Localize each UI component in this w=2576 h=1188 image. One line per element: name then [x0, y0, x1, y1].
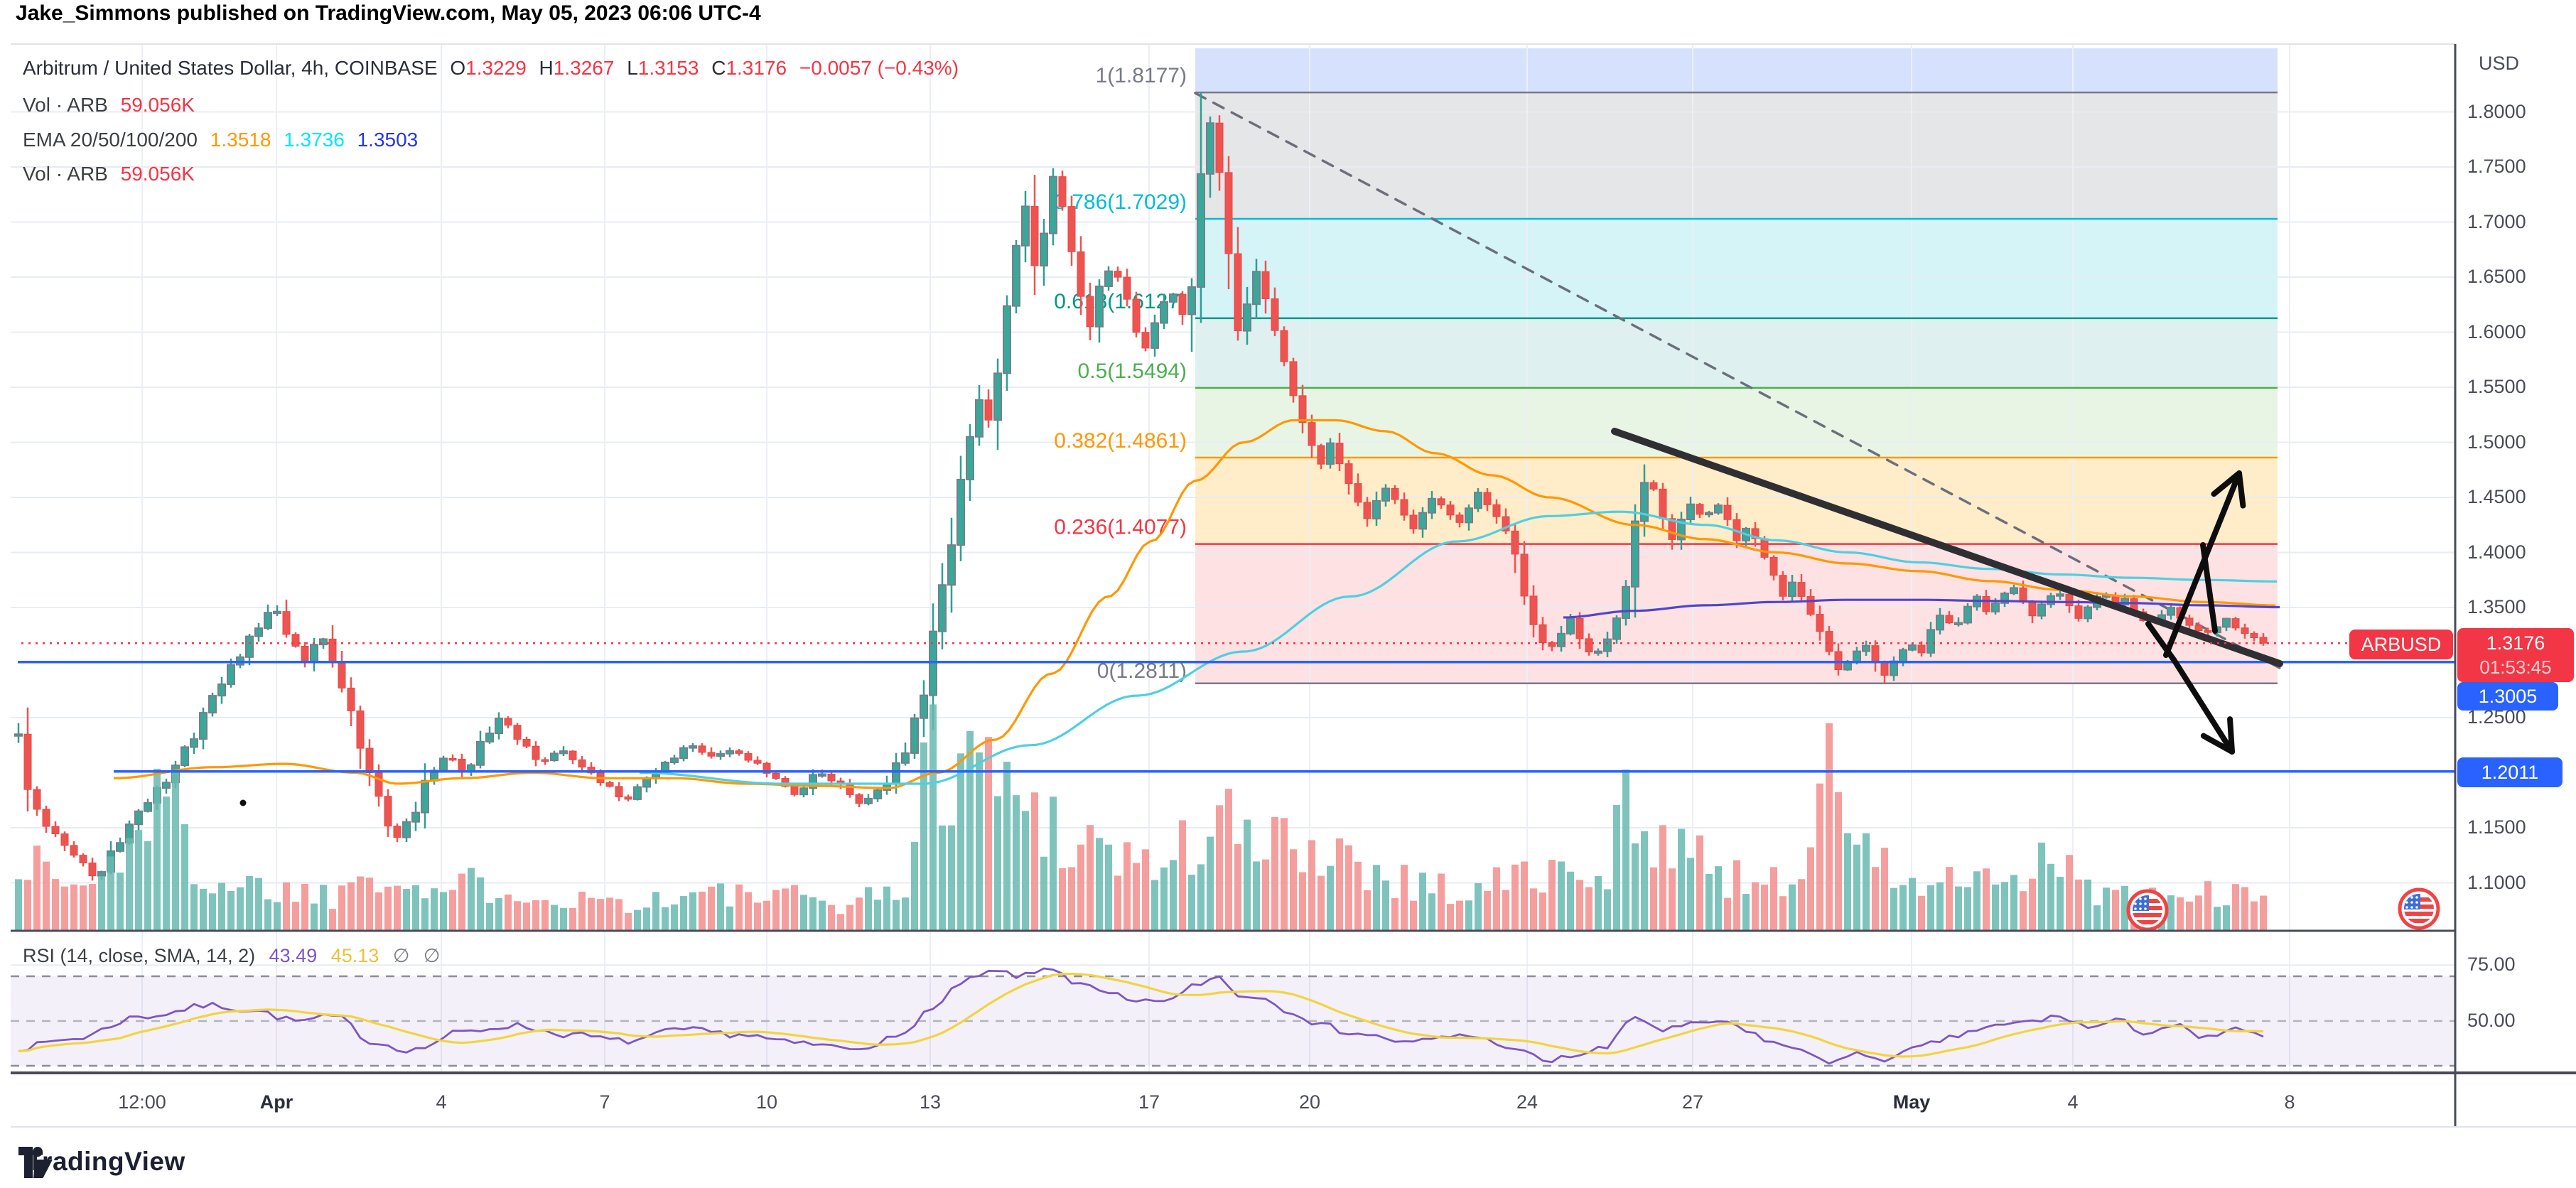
- fib-label-0.382: 0.382(1.4861): [1054, 429, 1187, 453]
- solid-trendline[interactable]: [1611, 428, 2283, 667]
- time-tick-7: 7: [599, 1091, 610, 1113]
- ray1-price: 1.3005: [2478, 685, 2538, 707]
- drawn-arrows[interactable]: [2145, 470, 2246, 755]
- symbol-tag-text: ARBUSD: [2361, 633, 2442, 655]
- fib-label-1: 1(1.8177): [1096, 64, 1187, 87]
- us-flag-icon: [2126, 889, 2169, 932]
- price-tick-1.4500: 1.4500: [2467, 486, 2526, 507]
- price-tick-1.7500: 1.7500: [2467, 156, 2526, 177]
- time-tick-20: 20: [1298, 1091, 1321, 1113]
- last-price-tag: 1.3176 01:53:45: [2457, 628, 2574, 682]
- price-tick-1.8000: 1.8000: [2467, 100, 2526, 122]
- publish-header-text: Jake_Simmons published on TradingView.co…: [16, 1, 761, 25]
- fib-level-lines: [1195, 91, 2278, 685]
- fib-zone-bands: [1195, 48, 2278, 684]
- candlestick-series: [14, 92, 2268, 881]
- open-value: 1.3229: [465, 57, 527, 79]
- price-tick-1.5500: 1.5500: [2467, 376, 2526, 397]
- ray-price-tag-1: 1.3005: [2457, 682, 2558, 711]
- us-flag-icon: [2398, 887, 2440, 930]
- horizontal-price-rays[interactable]: [18, 660, 2455, 773]
- price-axis-currency: USD: [2479, 53, 2520, 74]
- time-tick-17: 17: [1138, 1091, 1160, 1113]
- rsi-empty-slot-2: ∅: [423, 945, 441, 966]
- price-tick-1.5000: 1.5000: [2467, 431, 2526, 453]
- volume-label: Vol · ARB: [23, 94, 108, 116]
- time-tick-24: 24: [1516, 1091, 1538, 1113]
- fib-label-0.786: 0.786(1.7029): [1054, 190, 1187, 214]
- tradingview-watermark[interactable]: TradingView: [18, 1147, 185, 1178]
- publish-header: Jake_Simmons published on TradingView.co…: [16, 1, 761, 26]
- high-value: 1.3267: [553, 57, 615, 79]
- volume-bars: [15, 704, 2267, 930]
- rsi-empty-slot-1: ∅: [392, 945, 410, 966]
- bar-countdown: 01:53:45: [2479, 657, 2552, 678]
- price-tick-1.3500: 1.3500: [2467, 596, 2526, 617]
- rsi-tick-50: 50.00: [2467, 1010, 2516, 1031]
- symbol-price-tag: ARBUSD: [2349, 630, 2453, 659]
- ema-label: EMA 20/50/100/200: [23, 129, 198, 151]
- tradingview-logo-text: TradingView: [27, 1147, 185, 1176]
- ema20-value: 1.3518: [210, 129, 271, 151]
- price-tick-1.7000: 1.7000: [2467, 210, 2526, 232]
- chart-markers: [239, 799, 2440, 932]
- rsi-pane-graphics[interactable]: [11, 967, 2455, 1067]
- time-tick-May: May: [1892, 1091, 1931, 1113]
- ema-legend-row[interactable]: EMA 20/50/100/200 1.3518 1.3736 1.3503: [23, 129, 425, 151]
- symbol-title: Arbitrum / United States Dollar, 4h, COI…: [23, 57, 438, 79]
- price-tick-1.1000: 1.1000: [2467, 871, 2526, 893]
- open-label: O: [450, 57, 466, 79]
- time-tick-8: 8: [2284, 1091, 2295, 1113]
- rsi-tick-75: 75.00: [2467, 954, 2516, 976]
- pane-frame: [11, 43, 2576, 1128]
- time-tick-4: 4: [436, 1091, 447, 1113]
- rsi-legend-row[interactable]: RSI (14, close, SMA, 14, 2) 43.49 45.13 …: [23, 945, 448, 967]
- volume-legend-row-1[interactable]: Vol · ARB 59.056K: [23, 94, 202, 117]
- volume-label-2: Vol · ARB: [23, 163, 108, 185]
- tradingview-logo-icon: [18, 1147, 53, 1178]
- price-tick-1.4000: 1.4000: [2467, 541, 2526, 563]
- fib-level-labels: 1(1.8177)0.786(1.7029)0.618(1.6127)0.5(1…: [1054, 64, 1187, 683]
- time-tick-4: 4: [2067, 1091, 2079, 1113]
- time-tick-13: 13: [919, 1091, 942, 1113]
- volume-legend-row-2[interactable]: Vol · ARB 59.056K: [23, 163, 202, 185]
- close-label: C: [711, 57, 726, 79]
- price-tick-1.1500: 1.1500: [2467, 816, 2526, 838]
- ema50-value: 1.3736: [284, 129, 345, 151]
- fib-label-0.5: 0.5(1.5494): [1078, 360, 1187, 383]
- symbol-legend-row[interactable]: Arbitrum / United States Dollar, 4h, COI…: [23, 57, 966, 80]
- volume-value-2: 59.056K: [120, 163, 195, 185]
- rsi-label: RSI (14, close, SMA, 14, 2): [23, 945, 256, 966]
- volume-value: 59.056K: [120, 94, 195, 116]
- time-tick-12:00: 12:00: [118, 1091, 166, 1113]
- rsi-value: 43.49: [269, 945, 318, 966]
- price-tick-1.6000: 1.6000: [2467, 320, 2526, 342]
- rsi-sma-value: 45.13: [330, 945, 379, 966]
- fib-label-0.236: 0.236(1.4077): [1054, 516, 1187, 539]
- time-tick-27: 27: [1681, 1091, 1704, 1113]
- last-price-value: 1.3176: [2486, 632, 2545, 654]
- price-tick-1.6500: 1.6500: [2467, 266, 2526, 287]
- time-tick-Apr: Apr: [259, 1091, 293, 1113]
- high-label: H: [539, 57, 554, 79]
- ray2-price: 1.2011: [2481, 761, 2539, 783]
- low-label: L: [627, 57, 638, 79]
- ray-price-tag-2: 1.2011: [2457, 757, 2562, 787]
- low-value: 1.3153: [637, 57, 699, 79]
- time-tick-10: 10: [755, 1091, 778, 1113]
- change-value: −0.0057 (−0.43%): [799, 57, 959, 79]
- close-value: 1.3176: [726, 57, 787, 79]
- ema100-value: 1.3503: [357, 129, 419, 151]
